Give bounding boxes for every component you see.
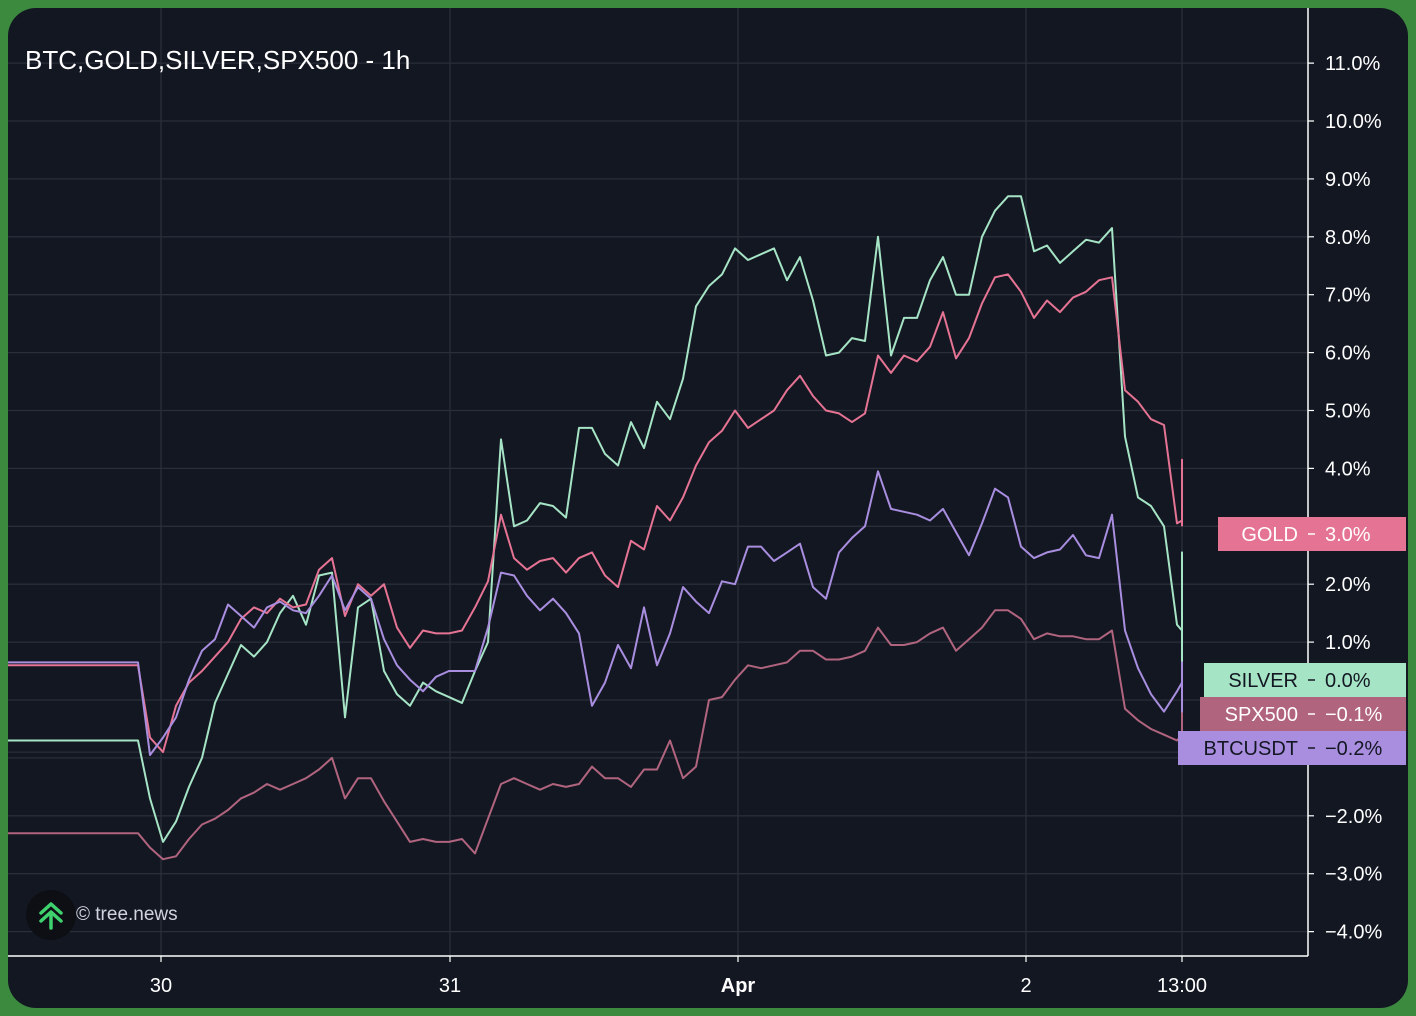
series-line-silver[interactable] [8,195,1183,843]
series-value-badge [1310,697,1406,731]
series-name-badge [1218,517,1310,551]
series-name-label: SPX500 [1225,704,1298,726]
series-line-spx500[interactable] [8,609,1183,861]
y-tick-label: 6.0% [1325,343,1371,365]
series-value-badge [1310,731,1406,765]
y-tick-label: 10.0% [1325,111,1382,133]
y-tick-label: 11.0% [1325,53,1380,75]
series-value-label: −0.2% [1325,738,1382,760]
series-line-btcusdt[interactable] [8,470,1183,756]
watermark-text: © tree.news [76,904,178,925]
x-tick-label: 30 [150,975,172,997]
y-tick-label: 9.0% [1325,169,1371,191]
chart-canvas[interactable]: 11.0% 10.0% 9.0% 8.0% 7.0% 6.0% 5.0% 4.0% 3.0% 2.… [8,8,1408,1008]
series-name-badge [1178,731,1310,765]
y-tick-label: −2.0% [1325,806,1382,828]
watermark: © tree.news [26,890,178,940]
series-name-label: GOLD [1241,524,1298,546]
x-tick-label: 31 [439,975,461,997]
y-tick-label: 2.0% [1325,574,1371,596]
tree-news-logo-icon [26,890,76,940]
x-tick-label: Apr [721,975,756,997]
chart-title: BTC,GOLD,SILVER,SPX500 - 1h [25,45,411,75]
y-tick-label: 8.0% [1325,227,1371,249]
chart-frame: 11.0% 10.0% 9.0% 8.0% 7.0% 6.0% 5.0% 4.0% 3.0% 2.… [8,8,1408,1008]
series-value-label: −0.1% [1325,704,1382,726]
y-tick-label: 7.0% [1325,285,1371,307]
series-value-badge [1310,517,1406,551]
series-value-label: 0.0% [1325,670,1371,692]
y-tick-label: −3.0% [1325,864,1382,886]
y-tick-label: 1.0% [1325,632,1371,654]
y-tick-label: 5.0% [1325,401,1371,423]
x-tick-label: 13:00 [1157,975,1207,997]
series-value-label: 3.0% [1325,524,1371,546]
series-name-badge [1204,663,1310,697]
y-tick-label: −4.0% [1325,922,1382,944]
series-name-label: SILVER [1228,670,1298,692]
series-name-label: BTCUSDT [1204,738,1298,760]
series-value-badge [1310,663,1406,697]
y-tick-label: 4.0% [1325,458,1371,480]
x-tick-label: 2 [1020,975,1031,997]
series-name-badge [1200,697,1310,731]
series-line-gold[interactable] [8,273,1183,754]
